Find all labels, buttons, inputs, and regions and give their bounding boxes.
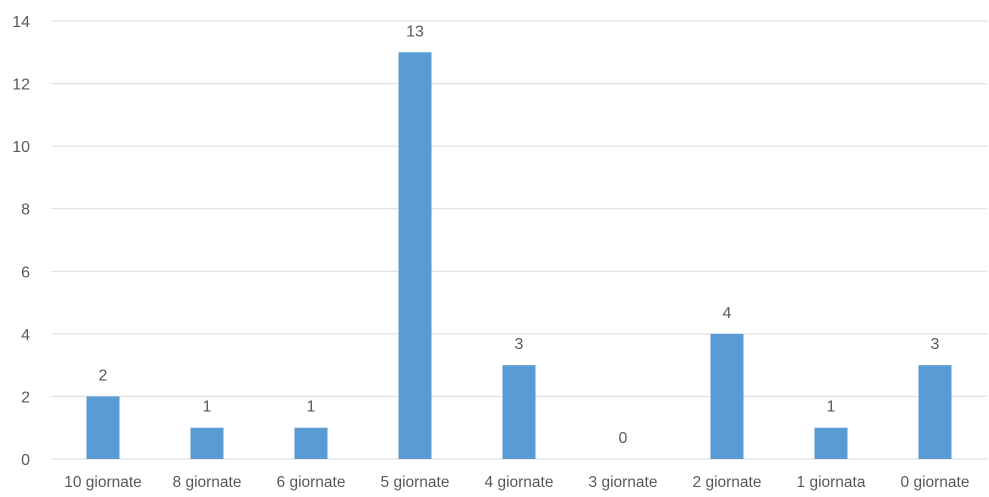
y-tick-label: 2 [21, 389, 30, 406]
bar [190, 427, 224, 459]
bar [502, 365, 536, 459]
x-axis-categories: 10 giornate 8 giornate 6 giornate 5 giornat… [64, 474, 969, 491]
data-label: 1 [827, 399, 836, 416]
bar [294, 427, 328, 459]
y-tick-label: 0 [21, 452, 30, 469]
bar [918, 365, 952, 459]
bar [86, 396, 120, 459]
y-tick-label: 8 [21, 202, 30, 219]
data-label: 3 [931, 336, 940, 353]
x-category-label: 8 giornate [173, 474, 242, 491]
y-tick-label: 6 [21, 264, 30, 281]
gridlines [51, 20, 987, 460]
y-axis-ticks: 0 2 4 6 8 10 12 14 [12, 14, 30, 469]
bar [710, 333, 744, 459]
bar [814, 427, 848, 459]
x-category-label: 6 giornate [277, 474, 346, 491]
data-label: 1 [203, 399, 212, 416]
y-tick-label: 14 [12, 14, 30, 31]
y-tick-label: 12 [12, 77, 30, 94]
data-label: 3 [515, 336, 524, 353]
y-tick-label: 4 [21, 327, 30, 344]
x-category-label: 10 giornate [64, 474, 142, 491]
data-label: 0 [619, 430, 628, 447]
data-label: 13 [406, 23, 424, 40]
x-category-label: 5 giornate [381, 474, 450, 491]
bars [86, 52, 952, 460]
data-label: 1 [307, 399, 316, 416]
x-category-label: 0 giornate [901, 474, 970, 491]
x-category-label: 4 giornate [485, 474, 554, 491]
data-label: 2 [99, 367, 108, 384]
x-category-label: 1 giornata [797, 474, 866, 491]
y-tick-label: 10 [12, 139, 30, 156]
bar [398, 52, 432, 460]
data-label: 4 [723, 305, 732, 322]
x-category-label: 3 giornate [589, 474, 658, 491]
x-category-label: 2 giornate [693, 474, 762, 491]
